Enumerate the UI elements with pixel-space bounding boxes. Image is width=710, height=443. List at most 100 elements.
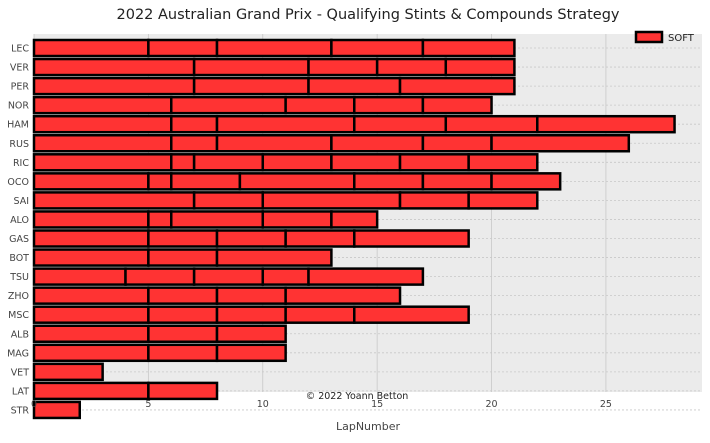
- stint-bar-alo-1: [32, 210, 150, 229]
- stint-bar-zho-1: [32, 286, 150, 305]
- stint-bar-tsu-4: [261, 267, 310, 286]
- driver-label-lec: LEC: [11, 44, 29, 55]
- x-tick-label: 5: [145, 399, 151, 410]
- stint-bar-bot-3: [215, 248, 333, 267]
- driver-label-sai: SAI: [13, 196, 29, 207]
- x-tick-labels: 0 5 10 15 20 25: [31, 399, 612, 410]
- stint-bar-ric-6: [398, 153, 470, 172]
- stint-bar-oco-3: [170, 172, 242, 191]
- stint-bar-mag-1: [32, 343, 150, 363]
- stint-bar-lec-1: [32, 38, 150, 58]
- stint-bar-nor-4: [353, 95, 425, 115]
- stint-bar-sai-3: [261, 191, 402, 210]
- stint-bar-bot-1: [32, 248, 150, 267]
- stint-bar-gas-2: [147, 229, 219, 248]
- stint-bar-lec-2: [147, 38, 219, 58]
- driver-label-ric: RIC: [13, 158, 29, 169]
- stint-bar-ric-2: [170, 153, 196, 172]
- stint-bar-oco-2: [147, 172, 173, 191]
- stint-bar-alb-2: [147, 324, 219, 343]
- stint-bar-alb-1: [32, 324, 150, 343]
- driver-label-per: PER: [11, 82, 30, 93]
- stint-bar-ric-7: [467, 153, 539, 172]
- stint-bar-ver-3: [307, 57, 379, 77]
- driver-label-vet: VET: [11, 367, 30, 378]
- y-tick-labels: LEC VER PER NOR HAM RUS RIC OCO SAI ALO GAS BOT TSU Z…: [7, 44, 29, 417]
- driver-label-rus: RUS: [9, 139, 29, 150]
- stint-bar-gas-5: [353, 229, 470, 248]
- stint-bar-rus-2: [170, 134, 219, 153]
- stint-bars: [32, 38, 676, 420]
- copyright-annotation: © 2022 Yoann Betton: [306, 391, 409, 402]
- stint-bar-lec-3: [215, 38, 333, 58]
- stint-bar-ver-4: [375, 57, 448, 77]
- stint-bar-nor-3: [284, 95, 356, 115]
- stint-bar-msc-5: [353, 305, 470, 324]
- stint-bar-oco-5: [353, 172, 425, 191]
- stint-bar-ham-4: [353, 114, 448, 134]
- stint-bar-lec-4: [330, 38, 425, 58]
- stint-bar-alo-4: [261, 210, 333, 229]
- stint-bar-msc-4: [284, 305, 356, 324]
- stint-bar-zho-4: [284, 286, 402, 305]
- stint-bar-per-1: [32, 76, 196, 96]
- stint-bar-ham-1: [32, 114, 173, 134]
- stint-bar-ver-5: [444, 57, 516, 77]
- driver-label-zho: ZHO: [8, 291, 29, 302]
- stint-bar-mag-3: [215, 343, 287, 363]
- stint-bar-tsu-5: [307, 267, 425, 286]
- x-axis-label: LapNumber: [336, 420, 401, 433]
- stint-bar-gas-4: [284, 229, 356, 248]
- driver-label-gas: GAS: [9, 234, 29, 245]
- x-tick-label: 25: [600, 399, 612, 410]
- stint-bar-ham-2: [170, 114, 219, 134]
- stint-bar-msc-3: [215, 305, 287, 324]
- stint-bar-ric-3: [192, 153, 265, 172]
- driver-label-ver: VER: [10, 63, 30, 74]
- stint-bar-alo-3: [170, 210, 265, 229]
- stint-bar-msc-1: [32, 305, 150, 324]
- stint-bar-nor-1: [32, 95, 173, 115]
- x-tick-label: 0: [31, 399, 37, 410]
- driver-label-str: STR: [11, 405, 30, 416]
- stint-bar-lat-2: [147, 381, 219, 401]
- chart-title: 2022 Australian Grand Prix - Qualifying …: [117, 7, 620, 23]
- stint-bar-oco-1: [32, 172, 150, 191]
- stint-bar-gas-1: [32, 229, 150, 248]
- stint-bar-rus-3: [215, 134, 333, 153]
- stint-bar-per-3: [307, 76, 402, 96]
- stint-bar-ham-5: [444, 114, 539, 134]
- driver-label-oco: OCO: [7, 177, 29, 188]
- legend: SOFT: [634, 30, 695, 44]
- stint-bar-bot-2: [147, 248, 219, 267]
- driver-label-alo: ALO: [10, 215, 29, 226]
- stint-bar-oco-6: [421, 172, 493, 191]
- driver-label-ham: HAM: [7, 120, 29, 131]
- stint-bar-lat-1: [32, 381, 150, 401]
- stint-bar-oco-4: [238, 172, 356, 191]
- driver-label-mag: MAG: [7, 348, 29, 359]
- driver-label-tsu: TSU: [9, 272, 29, 283]
- stint-bar-gas-3: [215, 229, 287, 248]
- driver-label-lat: LAT: [12, 386, 29, 397]
- stint-bar-ric-4: [261, 153, 333, 172]
- stint-bar-ver-2: [192, 57, 310, 77]
- x-tick-label: 15: [371, 399, 383, 410]
- stint-bar-ham-3: [215, 114, 356, 134]
- stint-bar-ver-1: [32, 57, 196, 77]
- stint-bar-rus-6: [490, 134, 631, 153]
- stint-bar-tsu-1: [32, 267, 127, 286]
- x-tick-label: 10: [257, 399, 269, 410]
- stint-bar-alb-3: [215, 324, 287, 343]
- stint-bar-nor-2: [170, 95, 287, 115]
- stint-bar-vet-1: [32, 362, 104, 382]
- driver-label-bot: BOT: [9, 253, 29, 264]
- legend-label-soft: SOFT: [668, 33, 695, 44]
- driver-label-nor: NOR: [8, 101, 30, 112]
- stint-bar-zho-2: [147, 286, 219, 305]
- stint-bar-alo-5: [330, 210, 379, 229]
- stint-bar-alo-2: [147, 210, 173, 229]
- stint-bar-tsu-2: [124, 267, 196, 286]
